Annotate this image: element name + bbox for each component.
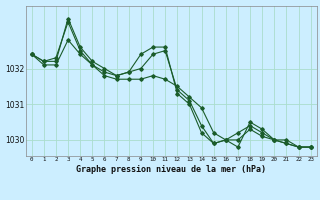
X-axis label: Graphe pression niveau de la mer (hPa): Graphe pression niveau de la mer (hPa) [76, 165, 266, 174]
